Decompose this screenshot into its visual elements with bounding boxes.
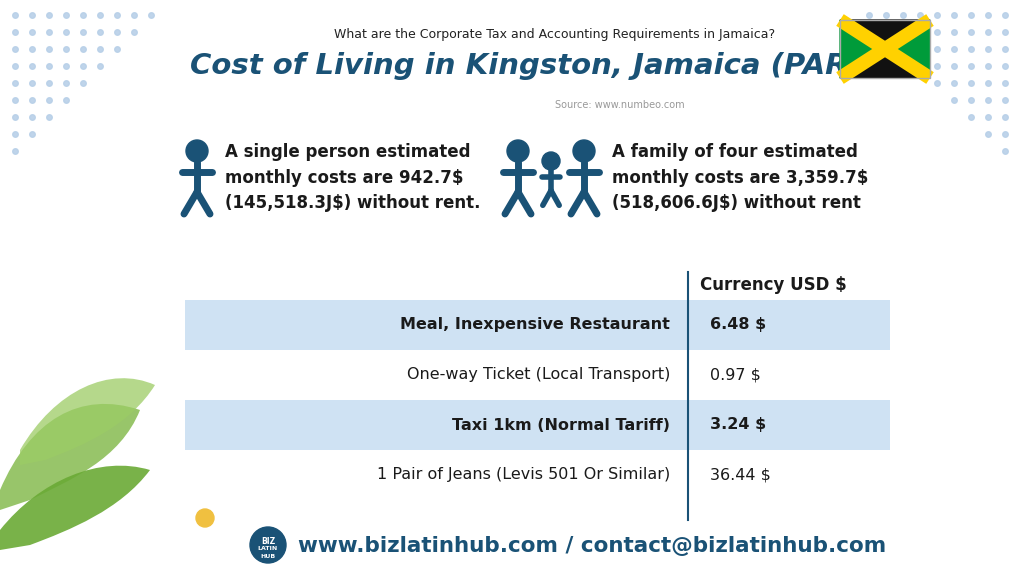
Text: LATIN: LATIN [258, 547, 279, 551]
Text: Source: www.numbeo.com: Source: www.numbeo.com [555, 100, 685, 110]
Text: Cost of Living in Kingston, Jamaica (PART I): Cost of Living in Kingston, Jamaica (PAR… [189, 52, 900, 80]
Text: Currency USD $: Currency USD $ [700, 276, 847, 294]
Polygon shape [885, 20, 930, 78]
Bar [840, 20, 930, 78]
Text: 3.24 $: 3.24 $ [710, 418, 766, 433]
Polygon shape [840, 49, 930, 78]
Ellipse shape [210, 522, 228, 542]
Text: A family of four estimated
monthly costs are 3,359.7$
(518,606.6J$) without rent: A family of four estimated monthly costs… [612, 143, 868, 213]
PathPatch shape [0, 404, 140, 510]
Circle shape [542, 152, 560, 170]
Text: Meal, Inexpensive Restaurant: Meal, Inexpensive Restaurant [400, 317, 670, 332]
Text: Taxi 1km (Normal Tariff): Taxi 1km (Normal Tariff) [452, 418, 670, 433]
Polygon shape [840, 20, 885, 78]
Ellipse shape [197, 487, 213, 509]
Text: One-way Ticket (Local Transport): One-way Ticket (Local Transport) [407, 367, 670, 382]
Text: 0.97 $: 0.97 $ [710, 367, 761, 382]
Bar [185, 300, 890, 350]
Text: 36.44 $: 36.44 $ [710, 468, 771, 483]
Circle shape [186, 140, 208, 162]
Ellipse shape [181, 494, 201, 513]
Polygon shape [840, 20, 930, 49]
Text: HUB: HUB [260, 554, 275, 559]
Text: BIZ: BIZ [261, 537, 275, 547]
Text: A single person estimated
monthly costs are 942.7$
(145,518.3J$) without rent.: A single person estimated monthly costs … [225, 143, 480, 213]
PathPatch shape [0, 465, 150, 550]
Ellipse shape [210, 494, 228, 513]
Circle shape [507, 140, 529, 162]
Bar [185, 400, 890, 450]
Circle shape [250, 527, 286, 563]
Circle shape [573, 140, 595, 162]
Ellipse shape [197, 527, 213, 549]
Circle shape [196, 509, 214, 527]
Ellipse shape [181, 522, 201, 542]
Text: What are the Corporate Tax and Accounting Requirements in Jamaica?: What are the Corporate Tax and Accountin… [335, 28, 775, 41]
Ellipse shape [174, 510, 196, 526]
Text: 1 Pair of Jeans (Levis 501 Or Similar): 1 Pair of Jeans (Levis 501 Or Similar) [377, 468, 670, 483]
Text: www.bizlatinhub.com / contact@bizlatinhub.com: www.bizlatinhub.com / contact@bizlatinhu… [298, 536, 886, 556]
Text: 6.48 $: 6.48 $ [710, 317, 766, 332]
PathPatch shape [20, 378, 155, 465]
Ellipse shape [214, 510, 236, 526]
